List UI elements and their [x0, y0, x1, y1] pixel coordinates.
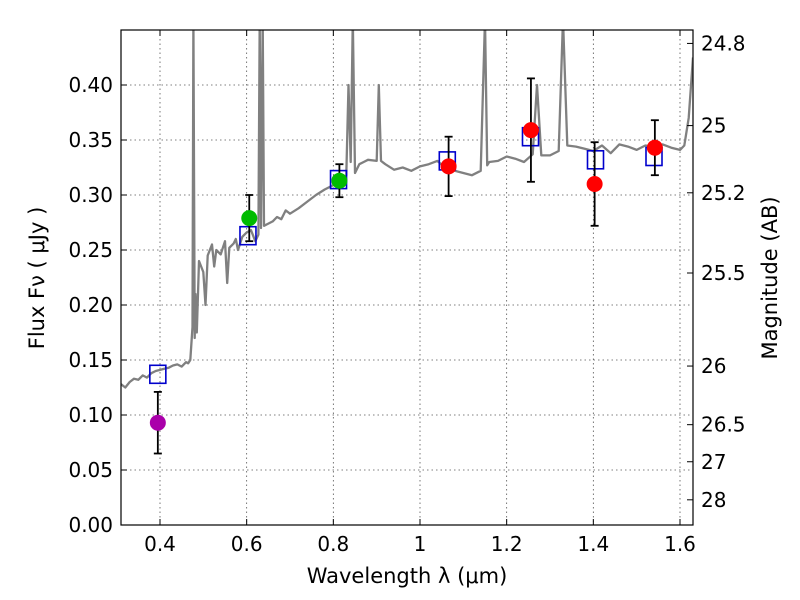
y-tick-label: 0.25 — [68, 238, 113, 262]
right-axis-label: Magnitude (AB) — [758, 196, 782, 359]
y-tick-label: 0.35 — [68, 128, 113, 152]
y-tick-label: 0.40 — [68, 73, 113, 97]
y-tick-label: 0.05 — [68, 458, 113, 482]
right-tick-label: 27 — [701, 450, 726, 474]
markers — [149, 77, 663, 455]
y-axis-label: Flux Fν ( μJy ) — [25, 207, 49, 350]
right-tick-label: 25 — [701, 114, 726, 138]
x-axis-label: Wavelength λ (μm) — [307, 564, 508, 588]
model-photometry-square — [239, 225, 257, 246]
plot-background — [121, 30, 693, 525]
y-tick-label: 0.00 — [68, 513, 113, 537]
right-tick-label: 25.2 — [701, 181, 746, 205]
ticks — [121, 30, 693, 526]
tick-labels: 0.4 0.6 0.8 1 1.2 1.4 1.6 0.00 0.05 0.10 0.15 0.20 0… — [68, 31, 745, 556]
x-tick-label: 1 — [414, 532, 427, 556]
plot-area — [121, 30, 693, 389]
x-tick-label: 1.6 — [664, 532, 696, 556]
observed-photometry-point — [522, 122, 539, 139]
observed-photometry-point — [331, 172, 348, 189]
right-tick-label: 26 — [701, 354, 726, 378]
observed-photometry-point — [241, 210, 258, 227]
right-tick-label: 28 — [701, 488, 726, 512]
spectrum-line — [121, 30, 693, 389]
x-tick-label: 1.2 — [491, 532, 523, 556]
plot-frame — [120, 29, 694, 526]
x-tick-label: 1.4 — [577, 532, 609, 556]
x-tick-label: 0.4 — [144, 532, 176, 556]
y-tick-label: 0.10 — [68, 403, 113, 427]
y-tick-label: 0.15 — [68, 348, 113, 372]
observed-photometry-point — [440, 158, 457, 175]
observed-photometry-point — [586, 176, 603, 192]
right-tick-label: 26.5 — [701, 413, 746, 437]
x-tick-label: 0.6 — [231, 532, 263, 556]
x-tick-label: 0.8 — [317, 532, 349, 556]
observed-photometry-point — [646, 139, 663, 156]
observed-photometry-point — [149, 414, 166, 431]
y-tick-label: 0.20 — [68, 293, 113, 317]
y-tick-label: 0.30 — [68, 183, 113, 207]
right-tick-label: 24.8 — [701, 31, 746, 55]
model-photometry-square — [149, 364, 167, 385]
right-tick-label: 25.5 — [701, 261, 746, 285]
